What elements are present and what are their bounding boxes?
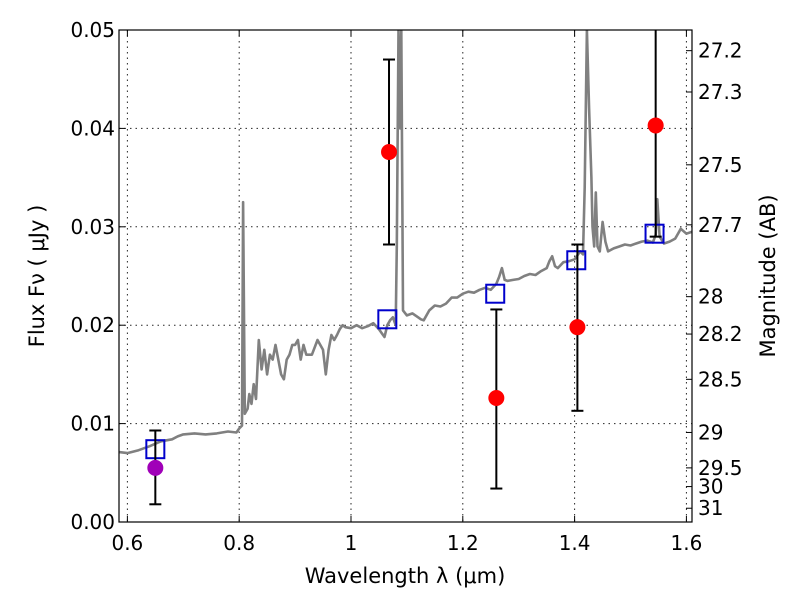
y-tick-label: 0.01 bbox=[70, 412, 115, 436]
y-tick-label: 0.05 bbox=[70, 18, 115, 42]
x-axis-title: Wavelength λ (μm) bbox=[305, 564, 506, 588]
observed-flux-point bbox=[488, 390, 505, 407]
observed-flux-point bbox=[147, 459, 164, 476]
axes: 0.6 0.8 1 1.2 1.4 1.6 0.00 0.01 0.02 0.03 0.04 0.05… bbox=[70, 18, 742, 555]
model-photometry-square bbox=[377, 309, 398, 330]
observed-flux-point bbox=[381, 144, 398, 161]
y-tick-label: 0.04 bbox=[70, 116, 115, 140]
observed-flux-point bbox=[647, 117, 664, 134]
x-tick-label: 0.8 bbox=[223, 531, 255, 555]
model-photometry-square bbox=[566, 250, 587, 271]
y-axis-title: Flux Fν ( μJy ) bbox=[25, 205, 49, 348]
y2-axis-title: Magnitude (AB) bbox=[756, 194, 780, 357]
y-tick-label: 0.03 bbox=[70, 215, 115, 239]
model-photometry-square bbox=[485, 283, 506, 304]
y2-tick-label: 27.3 bbox=[698, 80, 743, 104]
y2-tick-label: 28.5 bbox=[698, 367, 743, 391]
y2-tick-label: 30 bbox=[698, 475, 723, 499]
x-tick-label: 1.4 bbox=[559, 531, 591, 555]
plot-area bbox=[119, 30, 692, 506]
y2-tick-label: 29.5 bbox=[698, 456, 743, 480]
y2-tick-label: 27.7 bbox=[698, 213, 743, 237]
y2-tick-label: 27.5 bbox=[698, 153, 743, 177]
plot-frame bbox=[118, 29, 693, 523]
grid bbox=[119, 29, 692, 523]
y-tick-label: 0.02 bbox=[70, 313, 115, 337]
x-tick-label: 1.6 bbox=[671, 531, 703, 555]
observed-flux-point bbox=[569, 319, 586, 336]
y2-tick-label: 28 bbox=[698, 285, 723, 309]
x-tick-label: 0.6 bbox=[111, 531, 143, 555]
y2-tick-label: 27.2 bbox=[698, 39, 743, 63]
y2-tick-label: 31 bbox=[698, 496, 723, 520]
y2-tick-label: 29 bbox=[698, 420, 723, 444]
model-photometry-square bbox=[644, 223, 665, 244]
y-tick-label: 0.00 bbox=[70, 510, 115, 534]
x-tick-label: 1.2 bbox=[447, 531, 479, 555]
x-tick-label: 1 bbox=[345, 531, 358, 555]
y2-tick-label: 28.2 bbox=[698, 322, 743, 346]
sed-line bbox=[119, 30, 692, 455]
